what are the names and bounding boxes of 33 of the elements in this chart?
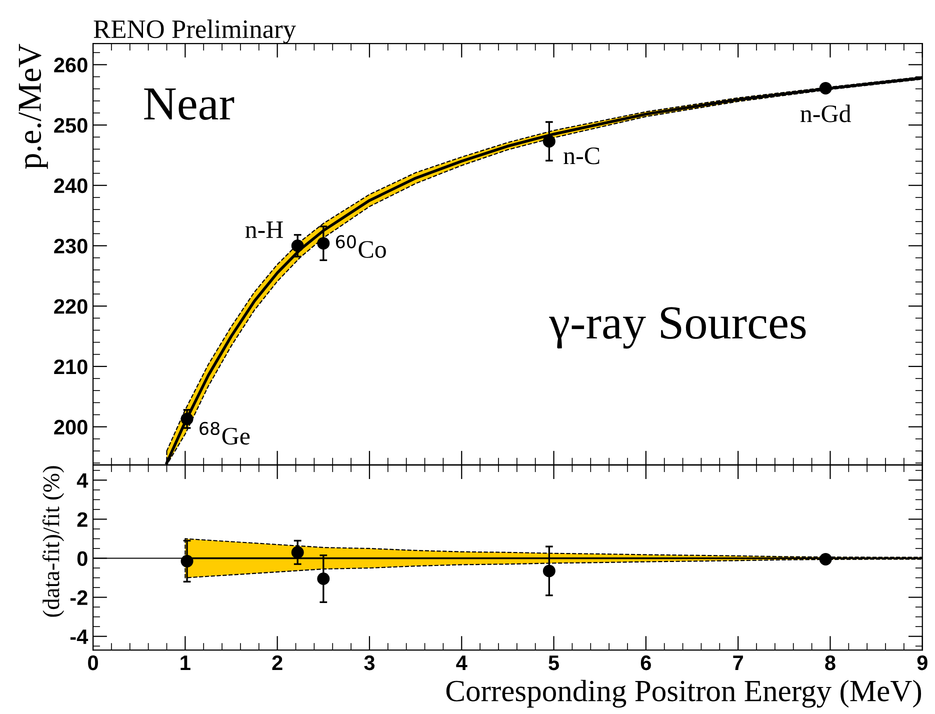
x-tick-label: 8 [825,655,836,670]
y-tick-label: 260 [54,58,88,72]
annotation: n-H [245,221,283,238]
annotation: $^{60}$Co [336,235,386,258]
x-tick-label: 0 [88,655,98,670]
y-tick-label: 210 [54,359,88,374]
chart-title: RENO Preliminary [94,20,296,44]
y-axis-title: (data-fit)/fit (%) [42,466,64,617]
x-tick-label: 6 [640,655,651,670]
x-tick-label: 5 [548,656,559,670]
x-axis-title: Corresponding Positron Energy (MeV) [446,680,922,708]
y-tick-label: 2 [77,512,88,527]
x-tick-label: 2 [272,655,282,670]
y-tick-label: 200 [54,420,88,435]
y-tick-label: 220 [54,299,88,314]
x-tick-label: 7 [733,656,743,670]
x-tick-label: 3 [364,655,375,670]
x-tick-label: 4 [456,656,468,670]
x-tick-label: 9 [917,655,928,670]
annotation: γ-ray Sources [549,307,806,349]
y-axis-title: p.e./MeV [18,44,48,169]
x-tick-label: 1 [180,656,190,670]
annotation: Near [144,88,234,120]
y-tick-label: 4 [76,473,88,488]
y-tick-label: 240 [54,178,88,194]
y-tick-label: -4 [70,630,88,644]
annotation: n-C [564,147,600,164]
annotation: $^{68}$Ge [200,422,250,445]
annotation: n-Gd [800,104,852,122]
y-tick-label: 230 [54,238,88,254]
y-tick-label: -2 [70,590,88,605]
y-tick-label: 0 [77,551,88,566]
y-tick-label: 250 [54,118,88,133]
